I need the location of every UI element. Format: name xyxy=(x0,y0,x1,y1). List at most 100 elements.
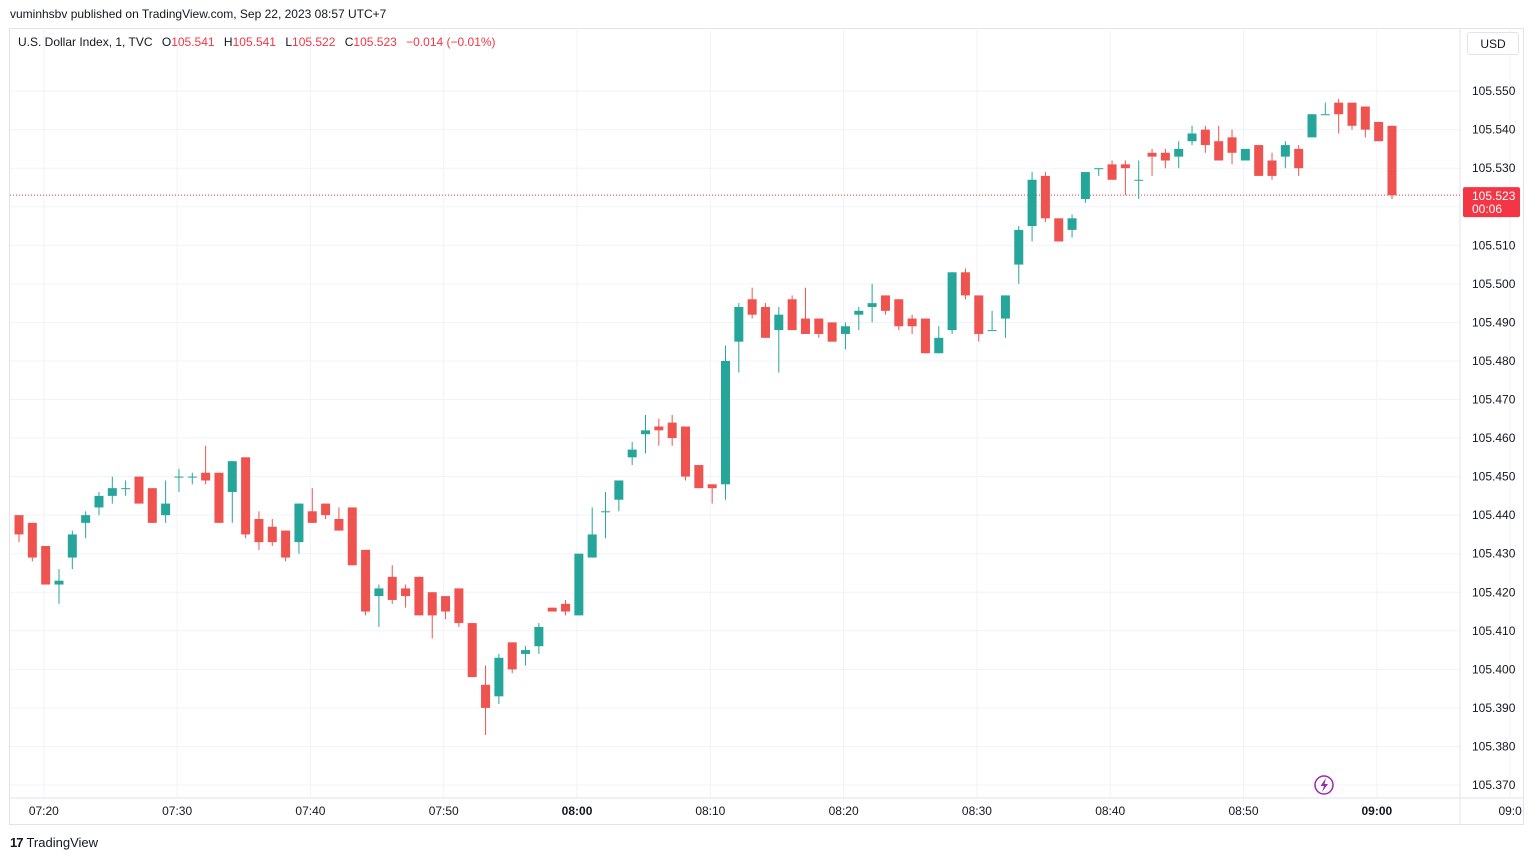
price-tick-label: 105.430 xyxy=(1472,547,1516,561)
candle xyxy=(1227,129,1237,165)
lightning-icon[interactable] xyxy=(1314,775,1334,795)
candle xyxy=(1147,148,1157,176)
brand-name: TradingView xyxy=(26,835,99,850)
price-tick-label: 105.510 xyxy=(1472,238,1516,252)
close-label: C xyxy=(344,35,354,49)
candle xyxy=(454,588,464,627)
currency-button[interactable]: USD xyxy=(1467,32,1519,55)
high-label: H xyxy=(223,35,233,49)
candle xyxy=(441,596,451,620)
time-tick-label: 08:20 xyxy=(829,804,859,818)
candle xyxy=(987,310,997,332)
candle xyxy=(1214,125,1224,161)
candle xyxy=(720,345,730,500)
candle xyxy=(587,507,597,558)
candle xyxy=(787,295,797,331)
time-tick-label: 09:0 xyxy=(1498,804,1522,818)
price-tick-label: 105.370 xyxy=(1472,778,1516,792)
chart-grid xyxy=(10,29,1523,824)
candle xyxy=(707,484,717,504)
candle xyxy=(894,299,904,331)
candle xyxy=(54,569,64,604)
candle xyxy=(174,468,184,493)
time-tick-label: 08:50 xyxy=(1229,804,1259,818)
candle xyxy=(734,303,744,373)
candle xyxy=(1320,102,1330,116)
candle xyxy=(81,511,91,539)
candle xyxy=(934,326,944,354)
candle xyxy=(534,623,544,654)
candle xyxy=(334,507,344,531)
candle xyxy=(27,522,37,562)
candle xyxy=(1120,160,1130,196)
time-tick-label: 07:20 xyxy=(29,804,59,818)
candle xyxy=(840,322,850,350)
candle xyxy=(227,461,237,523)
candle xyxy=(1054,218,1064,242)
price-tick-label: 105.480 xyxy=(1472,354,1516,368)
candle xyxy=(494,653,504,705)
candle xyxy=(547,607,557,612)
candle xyxy=(1107,160,1117,180)
candle xyxy=(1294,145,1304,176)
candle xyxy=(1040,172,1050,223)
candle xyxy=(361,549,371,616)
candle xyxy=(1254,145,1264,176)
open-value: 105.541 xyxy=(171,35,215,49)
price-tick-label: 105.460 xyxy=(1472,431,1516,445)
candle xyxy=(1000,295,1010,338)
candle xyxy=(1187,125,1197,146)
time-tick-label: 07:50 xyxy=(429,804,459,818)
candle xyxy=(67,530,77,570)
candle xyxy=(694,465,704,489)
candle xyxy=(161,480,171,523)
price-tick-label: 105.470 xyxy=(1472,393,1516,407)
price-tick-label: 105.390 xyxy=(1472,701,1516,715)
symbol-title[interactable]: U.S. Dollar Index, 1, TVC xyxy=(18,35,153,49)
candle xyxy=(1094,168,1104,176)
candle xyxy=(1360,106,1370,138)
last-price-box xyxy=(1463,187,1520,218)
price-tick-label: 105.420 xyxy=(1472,585,1516,599)
candle xyxy=(41,545,51,585)
candle xyxy=(920,318,930,354)
candle xyxy=(121,480,131,496)
close-value: 105.523 xyxy=(353,35,397,49)
candle xyxy=(1347,102,1357,130)
price-tick-label: 105.490 xyxy=(1472,315,1516,329)
candle xyxy=(880,295,890,315)
candle xyxy=(1240,148,1250,161)
footer-brand[interactable]: 17 TradingView xyxy=(10,835,98,850)
published-info: vuminhsbv published on TradingView.com, … xyxy=(10,7,387,21)
candle xyxy=(14,515,24,543)
candle xyxy=(1014,226,1024,284)
candle xyxy=(94,492,104,516)
price-tick-label: 105.550 xyxy=(1472,84,1516,98)
candle xyxy=(134,476,144,504)
candle xyxy=(1307,114,1317,138)
candle xyxy=(241,457,251,539)
price-tick-label: 105.440 xyxy=(1472,508,1516,522)
time-tick-label: 08:00 xyxy=(562,804,593,818)
price-axis: 105.370 105.380 105.390 105.400 105.410 105.4… xyxy=(1472,84,1516,792)
price-tick-label: 105.450 xyxy=(1472,470,1516,484)
candle xyxy=(747,287,757,319)
candle xyxy=(414,576,424,616)
time-tick-label: 09:00 xyxy=(1361,804,1392,818)
candle xyxy=(214,472,224,523)
candle xyxy=(907,314,917,334)
candle xyxy=(654,418,664,446)
candle xyxy=(561,599,571,616)
time-tick-label: 08:30 xyxy=(962,804,992,818)
candle xyxy=(401,584,411,608)
candle xyxy=(960,268,970,300)
candle xyxy=(614,480,624,512)
candle xyxy=(107,476,117,504)
candle xyxy=(641,414,651,454)
candle xyxy=(1134,160,1144,200)
candle xyxy=(254,511,264,550)
high-value: 105.541 xyxy=(232,35,276,49)
chart-frame xyxy=(9,28,1524,825)
candle xyxy=(867,283,877,323)
